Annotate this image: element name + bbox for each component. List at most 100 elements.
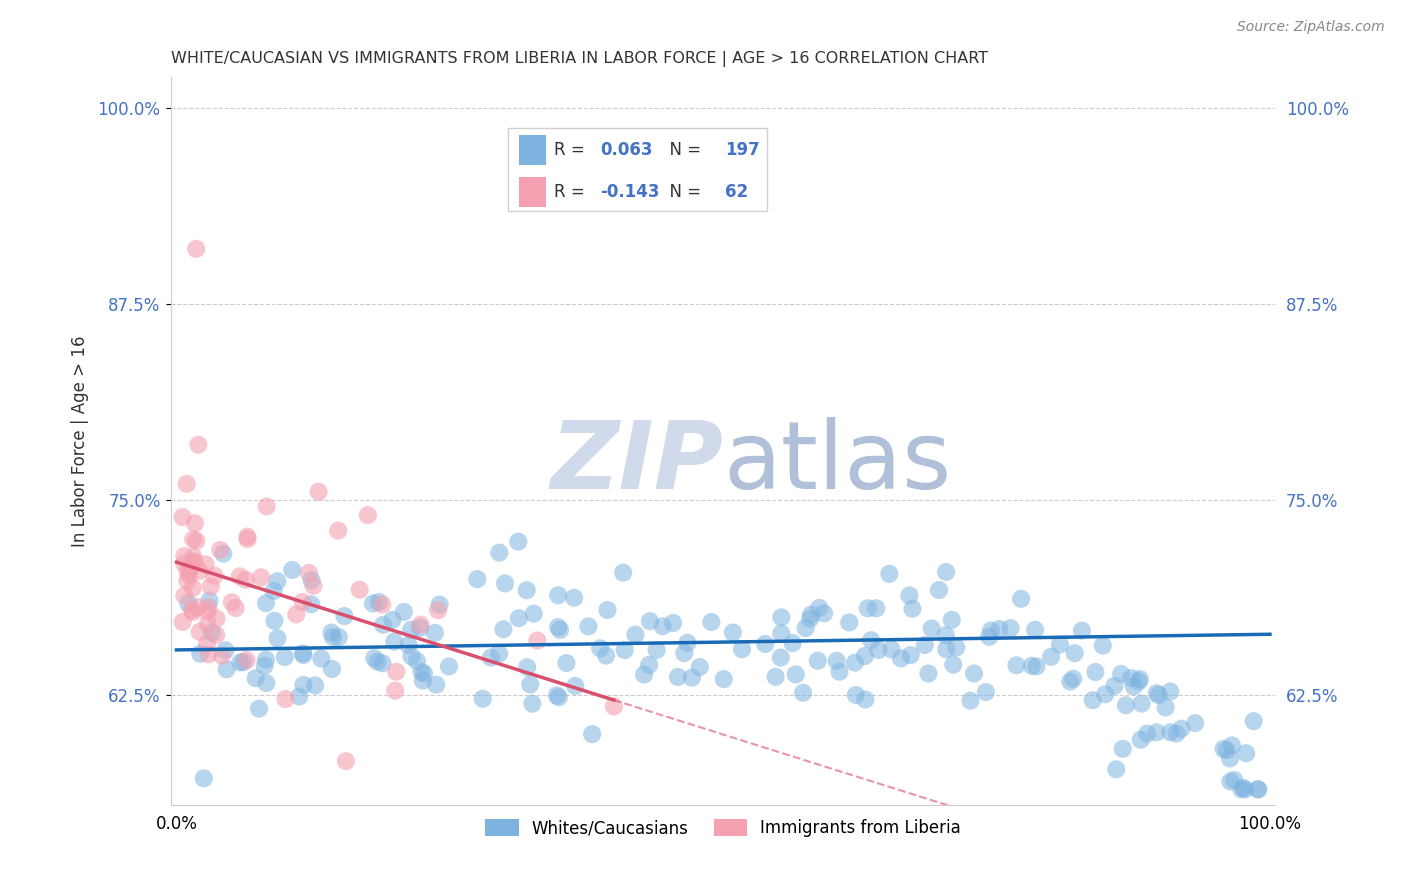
Point (221, 595, 243, 609)
Point (1170, 722, 1192, 736)
Point (467, 572, 489, 586)
Point (898, 589, 921, 603)
Point (401, 649, 423, 664)
Y-axis label: In Labor Force | Age > 16: In Labor Force | Age > 16 (72, 335, 89, 547)
Point (794, 621, 817, 635)
Point (373, 617, 395, 632)
Point (412, 673, 434, 688)
Point (828, 665, 851, 679)
Point (1233, 782, 1256, 797)
Point (197, 648, 219, 662)
Text: 62: 62 (725, 183, 748, 201)
Point (700, 615, 723, 629)
Point (1219, 774, 1241, 789)
Point (935, 628, 957, 642)
Point (197, 600, 219, 615)
Point (292, 648, 315, 662)
Text: -0.143: -0.143 (600, 183, 659, 201)
Point (367, 655, 389, 669)
Point (253, 658, 276, 673)
Point (662, 615, 685, 630)
Point (901, 601, 924, 615)
Point (865, 601, 887, 615)
Point (1128, 674, 1150, 689)
Point (188, 647, 211, 661)
Point (792, 686, 814, 700)
Point (423, 625, 446, 640)
Point (581, 727, 603, 741)
Point (963, 666, 986, 681)
Point (187, 438, 209, 452)
Point (516, 660, 538, 674)
FancyBboxPatch shape (519, 177, 547, 207)
Point (673, 646, 696, 660)
Point (382, 634, 405, 648)
Point (770, 610, 793, 624)
Point (406, 654, 429, 668)
Point (205, 612, 228, 626)
Point (935, 565, 957, 579)
Point (945, 640, 967, 655)
Point (254, 596, 277, 610)
Point (1146, 686, 1168, 700)
Point (942, 657, 965, 672)
Point (181, 549, 204, 564)
Point (1146, 725, 1168, 739)
Point (1040, 649, 1063, 664)
Point (589, 641, 612, 656)
Point (361, 597, 384, 611)
Point (1105, 762, 1128, 776)
Point (1091, 639, 1114, 653)
Point (301, 573, 323, 587)
Point (1159, 725, 1181, 739)
Point (1059, 674, 1081, 689)
Point (1024, 623, 1046, 637)
Point (681, 671, 703, 685)
Point (1115, 698, 1137, 713)
Point (769, 650, 792, 665)
Point (254, 652, 277, 666)
Point (914, 638, 936, 652)
Text: N =: N = (659, 183, 707, 201)
Point (183, 555, 205, 569)
Point (186, 242, 208, 256)
Point (770, 626, 793, 640)
Point (263, 614, 285, 628)
Point (731, 642, 754, 657)
Point (204, 568, 226, 582)
Point (285, 607, 308, 622)
Point (1010, 591, 1032, 606)
Point (292, 646, 315, 660)
Point (198, 593, 221, 607)
Point (979, 630, 1001, 644)
Point (298, 566, 321, 580)
Point (807, 654, 830, 668)
Point (713, 672, 735, 686)
Text: 0.063: 0.063 (600, 141, 654, 159)
Point (1070, 624, 1092, 638)
Point (214, 643, 236, 657)
Point (492, 623, 515, 637)
Point (211, 648, 233, 663)
Point (526, 633, 548, 648)
Point (328, 630, 350, 644)
Point (1122, 680, 1144, 694)
Point (1094, 687, 1116, 701)
Point (959, 694, 981, 708)
FancyBboxPatch shape (519, 135, 547, 166)
Point (613, 643, 636, 657)
Point (1234, 746, 1257, 760)
Point (935, 642, 957, 657)
Point (409, 621, 432, 635)
Point (181, 603, 204, 617)
Point (367, 595, 389, 609)
Point (288, 690, 311, 704)
Point (187, 600, 209, 615)
Point (1212, 742, 1234, 756)
Point (845, 688, 868, 702)
Point (479, 650, 502, 665)
Point (1049, 638, 1071, 652)
Point (299, 597, 322, 611)
Point (1129, 732, 1152, 747)
Point (1247, 782, 1270, 797)
